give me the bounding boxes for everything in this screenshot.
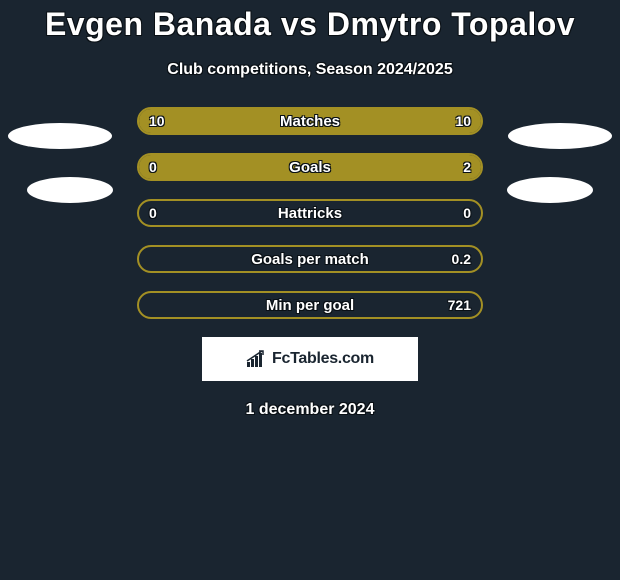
fill-left xyxy=(139,155,201,179)
stat-row: 721Min per goal xyxy=(137,291,483,319)
stat-value-right: 0 xyxy=(463,201,471,225)
player-badge-right xyxy=(507,177,593,203)
stat-bar: 0 0Hattricks xyxy=(137,199,483,227)
subtitle: Club competitions, Season 2024/2025 xyxy=(0,61,620,79)
stat-row: 1010Matches xyxy=(137,107,483,135)
stat-value-right: 0.2 xyxy=(452,247,471,271)
stat-bar: 02Goals xyxy=(137,153,483,181)
player-badge-right xyxy=(508,123,612,149)
fill-right xyxy=(201,155,481,179)
stat-row: 0 0Hattricks xyxy=(137,199,483,227)
stat-bar: 0.2Goals per match xyxy=(137,245,483,273)
stat-value-right: 721 xyxy=(448,293,471,317)
stat-bar: 721Min per goal xyxy=(137,291,483,319)
player-badge-left xyxy=(8,123,112,149)
fill-left xyxy=(139,109,310,133)
stat-label: Hattricks xyxy=(139,201,481,225)
stat-bar: 1010Matches xyxy=(137,107,483,135)
page-title: Evgen Banada vs Dmytro Topalov xyxy=(0,6,620,43)
stat-row: 02Goals xyxy=(137,153,483,181)
player-badge-left xyxy=(27,177,113,203)
date-label: 1 december 2024 xyxy=(0,401,620,419)
logo-box[interactable]: FcTables.com xyxy=(202,337,418,381)
fill-right xyxy=(310,109,481,133)
stat-label: Min per goal xyxy=(139,293,481,317)
stat-value-left: 0 xyxy=(149,201,157,225)
logo-text: FcTables.com xyxy=(272,350,374,368)
chart-icon xyxy=(246,350,268,368)
stat-label: Goals per match xyxy=(139,247,481,271)
stat-rows: 1010Matches 02Goals 0 0Hattricks 0.2Goals pe… xyxy=(137,107,483,319)
stat-row: 0.2Goals per match xyxy=(137,245,483,273)
comparison-card: Evgen Banada vs Dmytro Topalov Club comp… xyxy=(0,0,620,419)
